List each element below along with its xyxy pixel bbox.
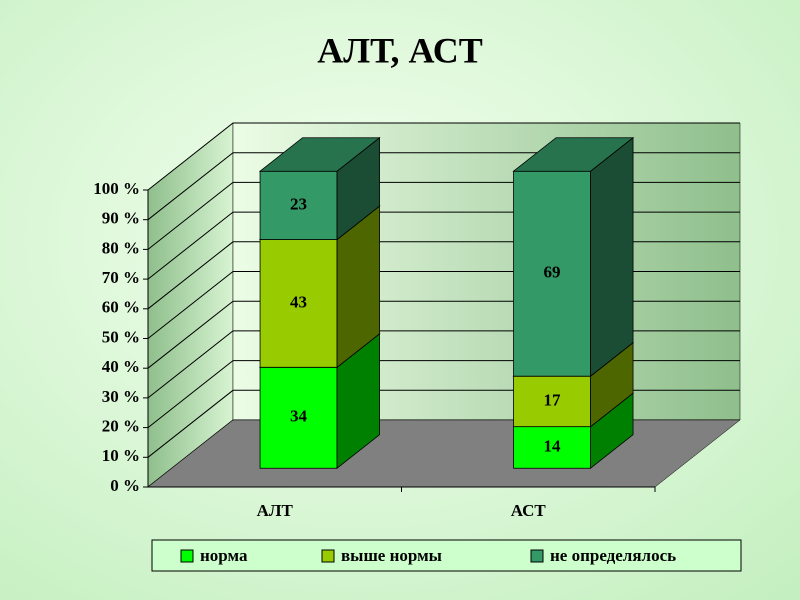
y-tick-label: 30 % (102, 387, 140, 406)
y-tick-label: 20 % (102, 417, 140, 436)
bar (259, 366, 338, 469)
y-tick-label: 40 % (102, 357, 140, 376)
legend (151, 539, 742, 572)
legend-label: не определялось (550, 546, 676, 565)
y-tick-label: 0 % (110, 476, 140, 495)
legend-swatch (530, 549, 544, 563)
floor (147, 419, 741, 488)
bar (513, 170, 591, 377)
grid-line (147, 122, 740, 191)
bar-top (512, 137, 635, 172)
legend-label: норма (200, 546, 248, 565)
bar (259, 170, 338, 240)
y-tick-label: 10 % (102, 446, 140, 465)
bar (513, 375, 591, 428)
y-tick-label: 60 % (102, 298, 140, 317)
legend-label: выше нормы (341, 546, 442, 565)
bar-side (590, 136, 634, 377)
legend-swatch (321, 549, 335, 563)
value-label: 14 (544, 436, 562, 455)
y-tick-label: 50 % (102, 327, 140, 346)
value-label: 23 (290, 194, 307, 213)
value-label: 17 (544, 390, 562, 409)
chart-title: АЛТ, АСТ (317, 30, 482, 70)
value-label: 43 (290, 292, 307, 311)
y-tick-label: 90 % (102, 209, 140, 228)
y-tick-label: 80 % (102, 238, 140, 257)
legend-swatch (180, 549, 194, 563)
y-tick-label: 70 % (102, 268, 140, 287)
x-tick-label: АСТ (511, 501, 547, 520)
value-label: 34 (290, 407, 308, 426)
bar (513, 426, 591, 469)
bar-top (258, 137, 381, 172)
y-tick-label: 100 % (93, 179, 140, 198)
value-label: 69 (544, 263, 561, 282)
x-tick-label: АЛТ (257, 501, 294, 520)
